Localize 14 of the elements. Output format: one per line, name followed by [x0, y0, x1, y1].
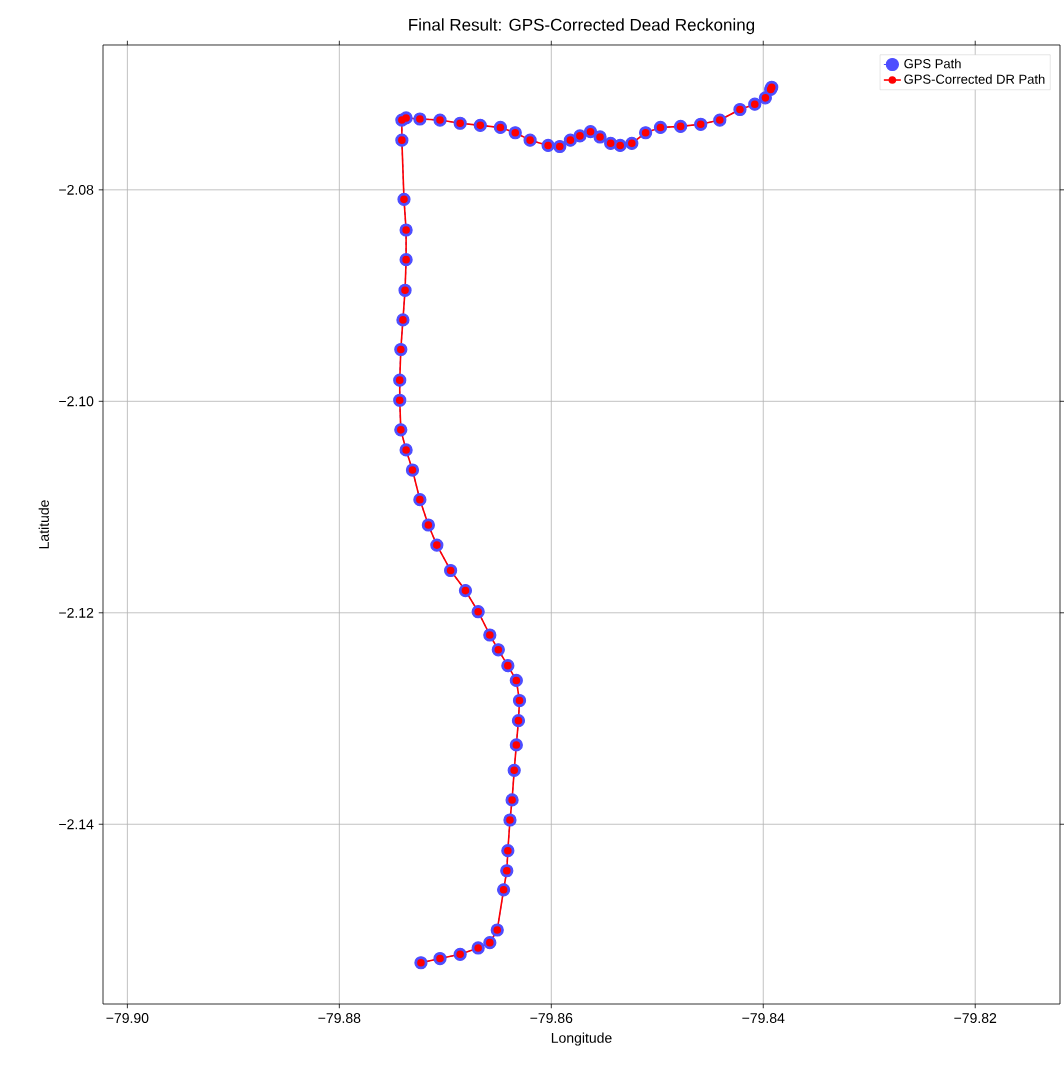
x-tick-label: −79.90 — [106, 1013, 149, 1024]
x-tick-label: −79.84 — [742, 1013, 785, 1024]
chart-title: Final Result: GPS-Corrected Dead Reckoning — [409, 18, 755, 35]
x-tick-label: −79.88 — [318, 1013, 361, 1024]
legend-label: GPS-Corrected DR Path — [904, 74, 1045, 84]
y-tick-label: −2.14 — [59, 819, 94, 830]
y-tick-label: −2.12 — [59, 607, 94, 618]
x-axis-title: Longitude — [551, 1032, 612, 1046]
y-tick-label: −2.10 — [59, 396, 94, 407]
x-tick-label: −79.86 — [530, 1013, 573, 1024]
legend-label: GPS Path — [904, 58, 961, 69]
y-tick-label: −2.08 — [59, 184, 94, 195]
x-tick-label: −79.82 — [954, 1013, 997, 1024]
y-axis-title: Latitude — [38, 500, 49, 549]
